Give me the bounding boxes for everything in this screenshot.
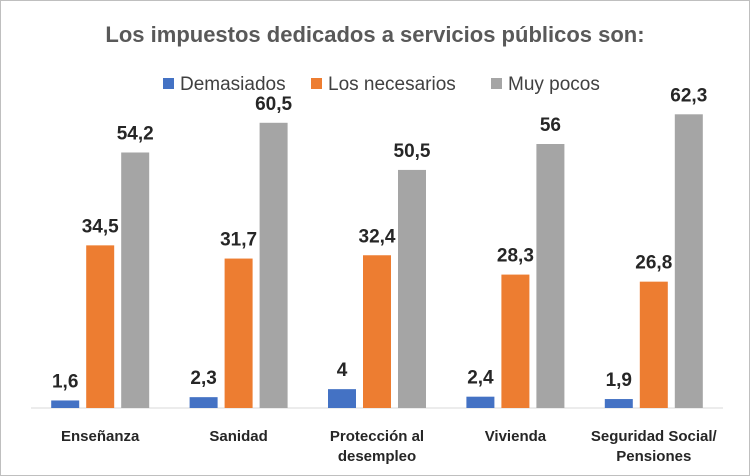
bar-demasiados-sanidad <box>189 397 218 408</box>
bar-muy-pocos-seguridad-social-pensiones <box>674 114 703 409</box>
data-label-demasiados-sanidad: 2,3 <box>190 368 216 389</box>
data-label-los-necesarios-ensenanza: 34,5 <box>82 216 119 237</box>
legend-swatch-los-necesarios <box>311 78 322 89</box>
legend-label-demasiados: Demasiados <box>180 74 286 95</box>
chart-title: Los impuestos dedicados a servicios públ… <box>105 22 644 47</box>
bar-demasiados-seguridad-social-pensiones <box>604 399 633 408</box>
bar-los-necesarios-vivienda <box>501 274 530 408</box>
data-label-muy-pocos-sanidad: 60,5 <box>255 94 292 115</box>
category-label-sanidad: Sanidad <box>209 428 267 445</box>
data-label-los-necesarios-seguridad-social-pensiones: 26,8 <box>635 253 672 274</box>
bars-group <box>51 114 703 409</box>
legend-swatch-demasiados <box>163 78 174 89</box>
category-label-ensenanza: Enseñanza <box>61 428 140 445</box>
bar-los-necesarios-proteccion-al-desempleo <box>363 255 391 408</box>
bar-muy-pocos-vivienda <box>536 144 565 408</box>
bar-muy-pocos-sanidad <box>259 122 288 409</box>
bar-los-necesarios-seguridad-social-pensiones <box>639 281 668 408</box>
bar-los-necesarios-sanidad <box>224 258 253 408</box>
data-label-los-necesarios-vivienda: 28,3 <box>497 246 534 267</box>
category-label-seguridad-social: Seguridad Social/ <box>591 428 718 445</box>
bar-demasiados-proteccion-al-desempleo <box>328 389 356 408</box>
legend-label-los-necesarios: Los necesarios <box>328 74 456 95</box>
data-label-muy-pocos-vivienda: 56 <box>540 115 561 136</box>
legend-label-muy-pocos: Muy pocos <box>508 74 600 95</box>
data-label-demasiados-vivienda: 2,4 <box>467 368 494 389</box>
data-label-los-necesarios-proteccion-al-desempleo: 32,4 <box>359 226 396 247</box>
bar-muy-pocos-ensenanza <box>121 152 150 408</box>
data-label-demasiados-seguridad-social-pensiones: 1,9 <box>606 370 632 391</box>
category-labels-group: Enseñanza Sanidad Protección al desempleo Vi… <box>61 428 718 465</box>
category-label-proteccion-al: Protección al <box>330 428 424 445</box>
bar-demasiados-ensenanza <box>51 400 80 408</box>
data-labels-group: 1,6 34,5 54,2 2,3 31,7 60,5 4 32,4 50,5 2,4 28,3 56… <box>52 85 707 392</box>
data-label-muy-pocos-seguridad-social-pensiones: 62,3 <box>670 85 707 106</box>
data-label-muy-pocos-proteccion-al-desempleo: 50,5 <box>394 141 431 162</box>
legend-swatch-muy-pocos <box>491 78 502 89</box>
data-label-muy-pocos-ensenanza: 54,2 <box>117 123 154 144</box>
bar-los-necesarios-ensenanza <box>86 245 115 408</box>
category-label-desempleo: desempleo <box>338 448 416 465</box>
data-label-demasiados-proteccion-al-desempleo: 4 <box>337 360 348 381</box>
legend: Demasiados Los necesarios Muy pocos <box>163 74 600 95</box>
bar-demasiados-vivienda <box>466 396 495 408</box>
data-label-demasiados-ensenanza: 1,6 <box>52 371 78 392</box>
category-label-vivienda: Vivienda <box>485 428 547 445</box>
category-label-pensiones: Pensiones <box>616 448 691 465</box>
bar-muy-pocos-proteccion-al-desempleo <box>398 169 426 408</box>
data-label-los-necesarios-sanidad: 31,7 <box>220 230 257 251</box>
